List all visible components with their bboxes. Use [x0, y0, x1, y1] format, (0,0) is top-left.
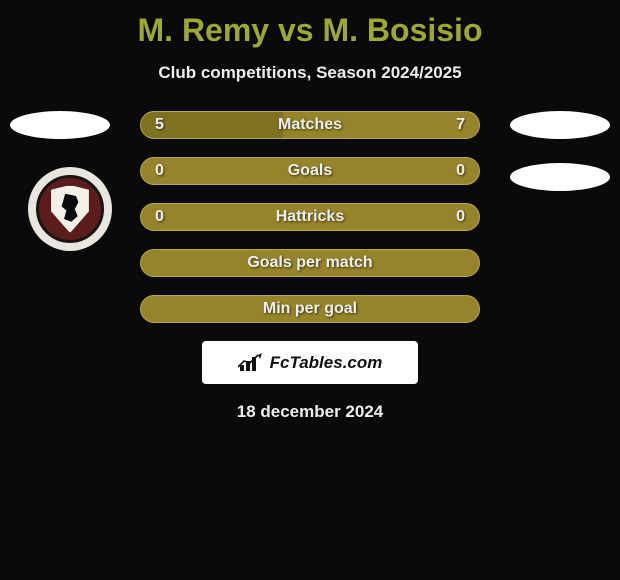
player-left-avatar-placeholder	[10, 111, 110, 139]
brand-text: FcTables.com	[270, 353, 383, 373]
stat-right-value: 0	[456, 162, 465, 180]
stat-label: Min per goal	[141, 300, 479, 318]
stat-label: Goals	[141, 162, 479, 180]
player-right-avatar-placeholder	[510, 111, 610, 139]
page-title: M. Remy vs M. Bosisio	[0, 0, 620, 49]
subtitle: Club competitions, Season 2024/2025	[0, 63, 620, 83]
stat-bar-min-per-goal: Min per goal	[140, 295, 480, 323]
stat-bar-matches: 5 Matches 7	[140, 111, 480, 139]
stat-label: Goals per match	[141, 254, 479, 272]
club-left-badge-inner	[36, 175, 104, 243]
brand-box[interactable]: FcTables.com	[202, 341, 418, 384]
stat-right-value: 7	[456, 116, 465, 134]
club-left-badge	[28, 167, 112, 251]
stat-label: Matches	[141, 116, 479, 134]
stat-bars: 5 Matches 7 0 Goals 0 0 Hattricks 0 Goal…	[140, 111, 480, 323]
stat-bar-goals: 0 Goals 0	[140, 157, 480, 185]
stat-label: Hattricks	[141, 208, 479, 226]
stat-bar-goals-per-match: Goals per match	[140, 249, 480, 277]
bar-chart-icon	[238, 353, 264, 373]
club-right-badge-placeholder	[510, 163, 610, 191]
stat-right-value: 0	[456, 208, 465, 226]
stat-bar-hattricks: 0 Hattricks 0	[140, 203, 480, 231]
comparison-content: 5 Matches 7 0 Goals 0 0 Hattricks 0 Goal…	[0, 111, 620, 422]
date-text: 18 december 2024	[0, 402, 620, 422]
